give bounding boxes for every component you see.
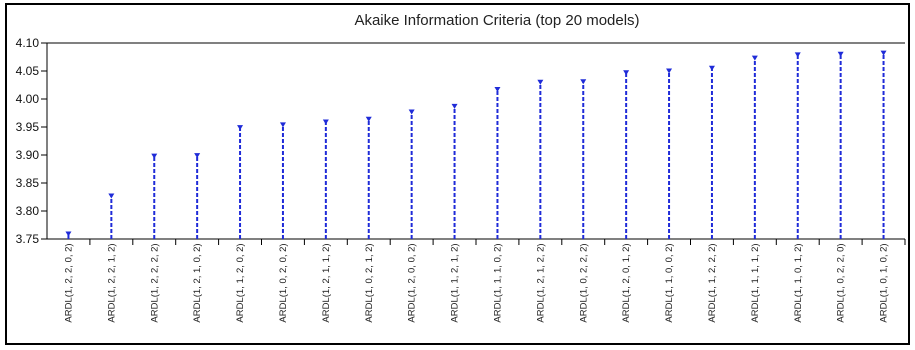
aic-point-marker [708,65,715,71]
x-category-label: ARDL(1, 2, 1, 2, 2) [535,243,546,322]
x-category-label: ARDL(1, 2, 0, 1, 2) [621,243,632,322]
aic-point-marker [537,79,544,85]
chart-title: Akaike Information Criteria (top 20 mode… [354,12,639,29]
x-category-label: ARDL(1, 0, 2, 0, 2) [278,243,289,322]
y-tick-label: 4.05 [16,64,40,78]
x-category-label: ARDL(1, 2, 1, 1, 2) [321,243,332,322]
aic-point-marker [365,116,372,122]
y-tick-label: 4.10 [16,36,40,50]
y-tick-label: 3.90 [16,148,40,162]
y-tick-label: 4.00 [16,92,40,106]
y-tick-label: 3.75 [16,232,40,246]
aic-point-marker [194,153,201,159]
x-category-label: ARDL(1, 0, 2, 1, 2) [364,243,375,322]
x-category-label: ARDL(1, 0, 2, 2, 0) [836,243,847,322]
aic-point-marker [751,55,758,61]
chart-frame: Akaike Information Criteria (top 20 mode… [5,3,910,345]
aic-point-marker [322,119,329,125]
x-category-label: ARDL(1, 1, 2, 0, 2) [235,243,246,322]
x-category-label: ARDL(1, 1, 2, 2, 2) [707,243,718,322]
chart-svg: Akaike Information Criteria (top 20 mode… [16,12,906,323]
plot-area: 4.10 4.05 4.00 3.95 3.90 3.85 3.80 3.75 ARDL(1, … [16,36,906,323]
x-category-label: ARDL(1, 0, 2, 2, 2) [578,243,589,322]
y-tick-label: 3.95 [16,120,40,134]
aic-point-marker [151,153,158,159]
aic-point-marker [65,231,72,237]
aic-point-marker [794,52,801,58]
aic-point-marker [108,193,115,199]
aic-point-marker [666,68,673,74]
aic-point-marker [880,50,887,56]
x-category-label: ARDL(1, 1, 1, 1, 2) [750,243,761,322]
x-category-label: ARDL(1, 1, 0, 0, 2) [664,243,675,322]
x-category-label: ARDL(1, 1, 0, 1, 2) [793,243,804,322]
y-tick-label: 3.85 [16,176,40,190]
aic-point-marker [451,103,458,109]
aic-point-marker [279,122,286,128]
y-tick-label: 3.80 [16,204,40,218]
x-category-label: ARDL(1, 1, 1, 0, 2) [492,243,503,322]
x-category-label: ARDL(1, 2, 0, 0, 2) [407,243,418,322]
aic-point-marker [623,70,630,76]
x-category-label: ARDL(1, 2, 2, 2, 2) [149,243,160,322]
x-category-label: ARDL(1, 1, 2, 1, 2) [450,243,461,322]
aic-point-marker [237,125,244,131]
x-category-label: ARDL(1, 2, 1, 0, 2) [192,243,203,322]
x-category-label: ARDL(1, 2, 2, 0, 2) [63,243,74,322]
aic-point-marker [837,51,844,57]
x-category-label: ARDL(1, 2, 2, 1, 2) [106,243,117,322]
aic-point-marker [494,87,501,93]
aic-point-marker [408,109,415,115]
x-category-label: ARDL(1, 0, 1, 0, 2) [879,243,890,322]
aic-point-marker [580,79,587,85]
